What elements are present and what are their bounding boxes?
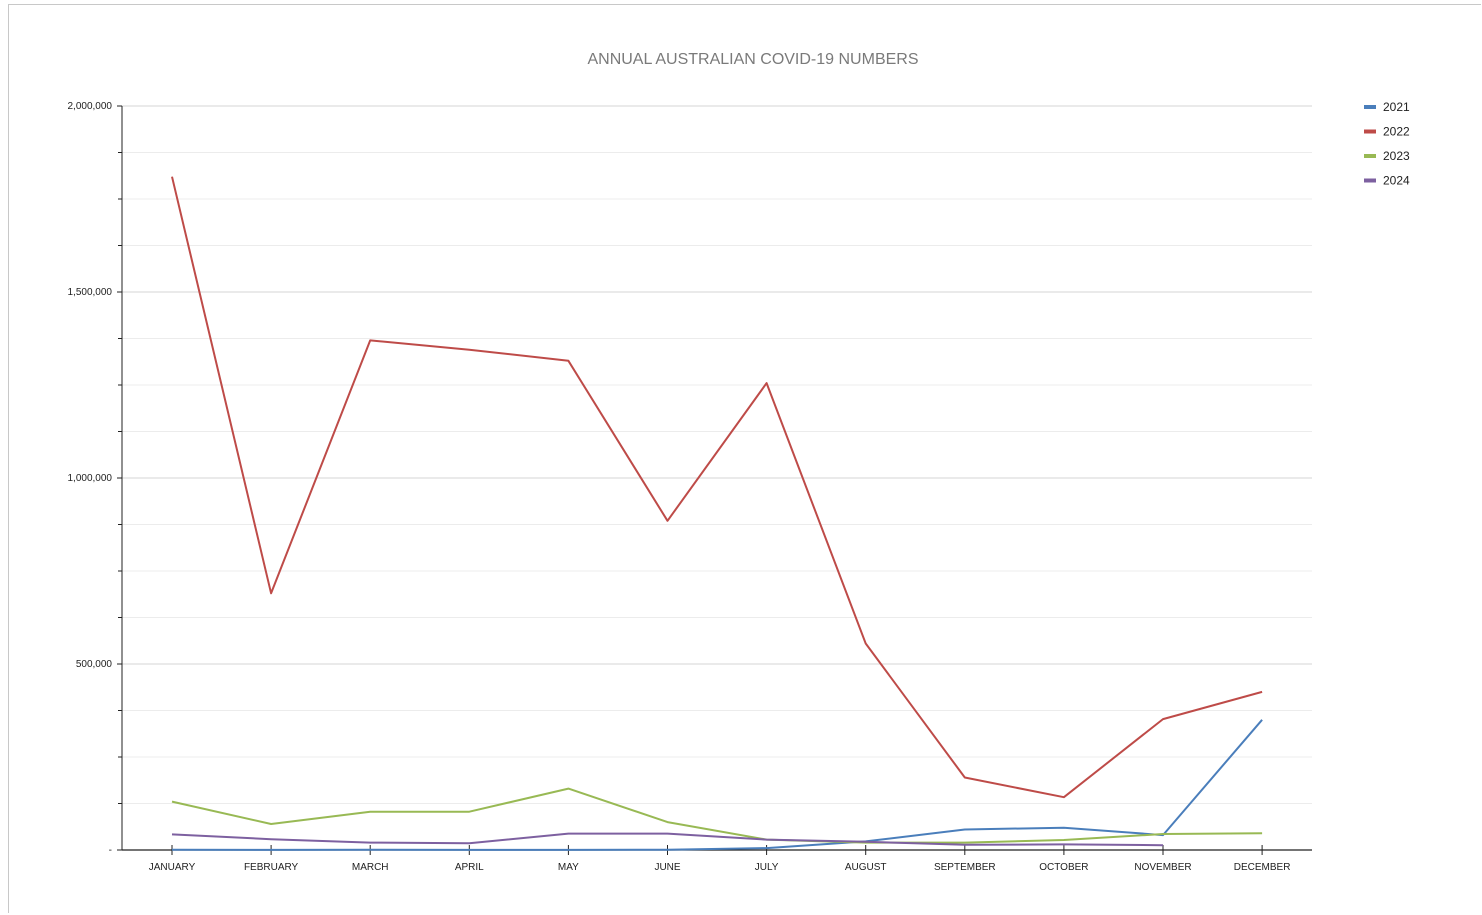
series-line-2022 (171, 176, 1263, 799)
legend-label-2023: 2023 (1383, 149, 1410, 163)
gridlines (122, 105, 1312, 804)
legend-label-2021: 2021 (1383, 100, 1410, 114)
x-tick-label: NOVEMBER (1134, 862, 1191, 873)
x-tick-label: JANUARY (149, 862, 196, 873)
series-line-2021 (171, 719, 1263, 851)
legend-swatch-2022 (1364, 129, 1376, 134)
series-line-2023 (171, 787, 1263, 844)
legend-swatch-2023 (1364, 154, 1376, 158)
series-line-2024 (171, 832, 1164, 847)
x-tick-label: JUNE (654, 862, 680, 873)
y-tick-label: 500,000 (76, 659, 113, 670)
x-tick-label: MARCH (352, 862, 389, 873)
x-tick-label: AUGUST (845, 862, 887, 873)
x-tick-label: FEBRUARY (244, 862, 299, 873)
y-tick-label: 1,500,000 (68, 287, 113, 298)
legend-swatch-2024 (1364, 178, 1376, 183)
x-tick-label: DECEMBER (1234, 862, 1291, 873)
x-tick-label: MAY (558, 862, 579, 873)
y-tick-label: 2,000,000 (68, 101, 113, 112)
x-tick-label: JULY (755, 862, 779, 873)
x-tick-label: APRIL (455, 862, 484, 873)
chart-title: ANNUAL AUSTRALIAN COVID-19 NUMBERS (587, 51, 918, 68)
legend-label-2024: 2024 (1383, 174, 1410, 188)
chart-frame (8, 4, 1481, 913)
legend: 2021 2022 2023 2024 (1364, 100, 1410, 188)
legend-swatch-2021 (1364, 105, 1376, 109)
x-tick-label: OCTOBER (1039, 862, 1088, 873)
legend-label-2022: 2022 (1383, 125, 1410, 139)
y-tick-label: 1,000,000 (68, 473, 113, 484)
series-lines (171, 176, 1263, 851)
y-tick-label: - (109, 845, 112, 856)
x-tick-label: SEPTEMBER (934, 862, 996, 873)
